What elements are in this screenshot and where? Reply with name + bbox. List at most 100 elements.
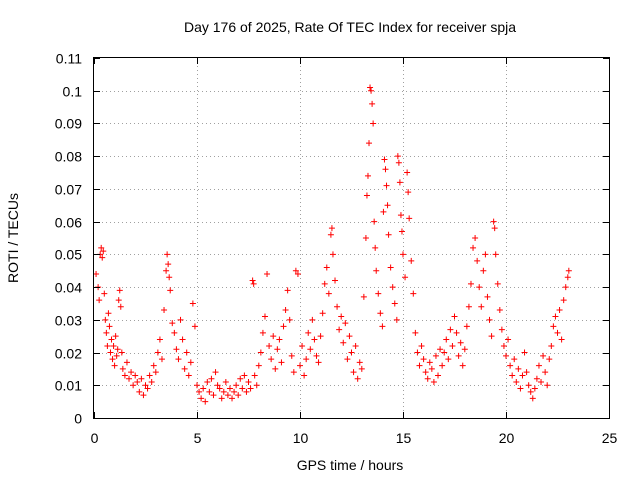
data-point — [121, 372, 128, 379]
data-point — [380, 208, 387, 215]
data-point — [521, 349, 528, 356]
data-point — [564, 274, 571, 281]
data-point — [123, 359, 130, 366]
x-tick-label: 25 — [602, 430, 618, 446]
data-point — [305, 329, 312, 336]
data-point — [224, 392, 231, 399]
data-point — [443, 336, 450, 343]
data-point — [264, 271, 271, 277]
x-axis-label: GPS time / hours — [297, 457, 404, 473]
data-point — [404, 169, 411, 176]
data-point — [465, 303, 472, 310]
data-point — [408, 257, 415, 264]
data-point — [257, 349, 264, 356]
data-point — [463, 323, 470, 330]
data-point — [540, 352, 547, 359]
data-point — [542, 369, 549, 376]
data-point — [299, 343, 306, 349]
y-tick-label: 0.09 — [55, 116, 82, 132]
data-point — [98, 244, 105, 251]
data-point — [206, 388, 213, 395]
data-point — [165, 261, 172, 268]
data-point — [243, 388, 250, 395]
data-point — [484, 293, 491, 300]
data-point — [377, 310, 384, 317]
data-point — [503, 352, 509, 359]
data-point — [439, 362, 446, 369]
data-point — [185, 372, 192, 379]
data-point — [486, 316, 493, 323]
y-tick-label: 0.11 — [56, 51, 82, 67]
data-point — [370, 120, 377, 127]
y-tick-label: 0.05 — [55, 247, 82, 263]
data-point — [297, 362, 303, 369]
data-point — [529, 395, 536, 402]
data-point — [163, 267, 170, 274]
y-tick-label: 0.02 — [55, 346, 82, 362]
data-point — [220, 388, 227, 395]
data-point — [241, 372, 248, 379]
data-point — [344, 356, 351, 363]
data-point — [210, 392, 217, 399]
data-point — [216, 385, 223, 392]
data-point — [194, 382, 200, 389]
data-point — [491, 225, 498, 232]
data-point — [383, 182, 390, 189]
data-point — [130, 382, 137, 389]
data-point — [498, 326, 505, 333]
data-point — [119, 365, 126, 372]
data-point — [110, 343, 117, 349]
data-point — [523, 369, 530, 376]
data-point — [196, 388, 203, 395]
data-point — [323, 264, 330, 271]
data-point — [268, 356, 275, 363]
data-point — [414, 349, 421, 356]
data-point — [317, 333, 324, 340]
data-point — [329, 251, 336, 258]
data-point — [500, 343, 507, 349]
data-point — [397, 212, 404, 219]
data-point — [251, 372, 258, 379]
data-point — [158, 356, 165, 363]
data-point — [428, 365, 435, 372]
data-point — [384, 202, 391, 209]
data-point — [426, 359, 433, 366]
data-point — [470, 244, 477, 251]
data-point — [565, 267, 572, 274]
data-point — [108, 336, 115, 343]
data-point — [346, 333, 353, 340]
data-point — [488, 333, 495, 340]
data-point — [381, 156, 388, 163]
data-point — [167, 287, 174, 294]
data-point — [126, 375, 133, 382]
data-point — [226, 385, 233, 392]
data-point — [367, 84, 374, 91]
data-point — [340, 339, 347, 346]
data-point — [373, 267, 380, 274]
data-point — [311, 336, 318, 343]
data-point — [398, 228, 405, 235]
data-point — [136, 388, 143, 395]
data-point — [371, 218, 378, 225]
data-point — [237, 375, 244, 382]
data-point — [164, 251, 171, 258]
data-point — [385, 231, 392, 238]
data-point — [441, 349, 448, 356]
data-point — [513, 379, 520, 385]
data-point — [519, 372, 526, 379]
data-point — [212, 369, 219, 376]
data-point — [112, 333, 119, 340]
data-point — [189, 300, 196, 307]
data-point — [515, 365, 522, 372]
data-point — [548, 343, 555, 349]
data-point — [405, 189, 412, 196]
data-point — [177, 316, 184, 323]
data-point — [187, 359, 194, 366]
data-point — [435, 372, 442, 379]
data-point — [280, 323, 287, 330]
grid-lines — [94, 58, 609, 418]
data-point — [250, 280, 257, 287]
data-point — [102, 316, 109, 323]
data-point — [352, 343, 359, 349]
